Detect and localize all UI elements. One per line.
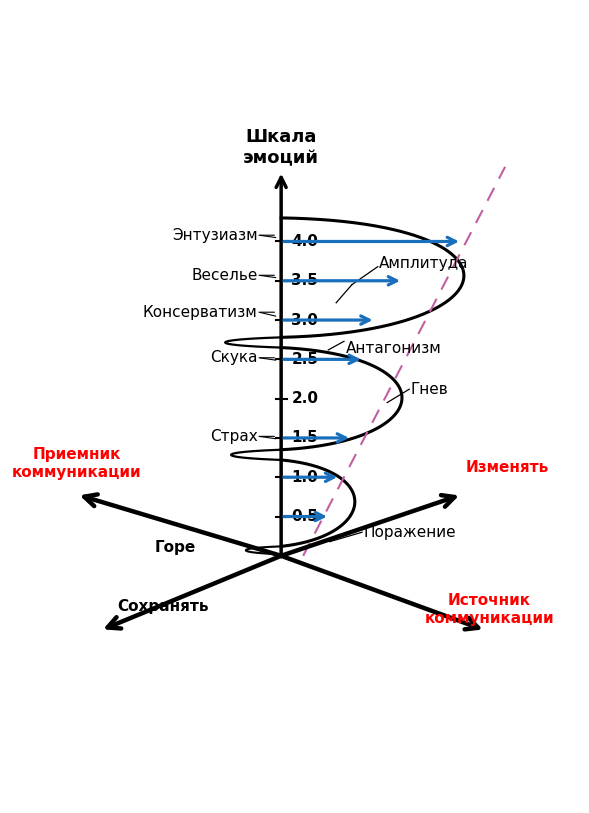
- Text: 2.0: 2.0: [292, 391, 319, 406]
- Text: Энтузиазм: Энтузиазм: [172, 228, 257, 243]
- Text: Гнев: Гнев: [411, 382, 449, 397]
- Text: 1.5: 1.5: [292, 430, 318, 446]
- Text: Страх: Страх: [210, 429, 257, 444]
- Text: Горе: Горе: [154, 541, 196, 555]
- Text: Скука: Скука: [210, 350, 257, 365]
- Text: Амплитуда: Амплитуда: [379, 256, 469, 271]
- Text: 3.5: 3.5: [292, 273, 318, 289]
- Text: Изменять: Изменять: [466, 460, 549, 476]
- Text: 0.5: 0.5: [292, 509, 318, 524]
- Text: 2.5: 2.5: [292, 352, 319, 367]
- Text: Антагонизм: Антагонизм: [346, 341, 441, 356]
- Text: Приемник
коммуникации: Приемник коммуникации: [12, 446, 141, 480]
- Text: Веселье: Веселье: [191, 267, 257, 283]
- Text: Поражение: Поражение: [363, 524, 456, 540]
- Text: Сохранять: Сохранять: [118, 599, 209, 615]
- Text: 1.0: 1.0: [292, 470, 318, 485]
- Text: 3.0: 3.0: [292, 312, 318, 328]
- Text: Источник
коммуникации: Источник коммуникации: [425, 593, 554, 626]
- Text: 4.0: 4.0: [292, 234, 318, 249]
- Text: Шкала
эмоций: Шкала эмоций: [243, 128, 319, 167]
- Text: Консерватизм: Консерватизм: [143, 305, 257, 320]
